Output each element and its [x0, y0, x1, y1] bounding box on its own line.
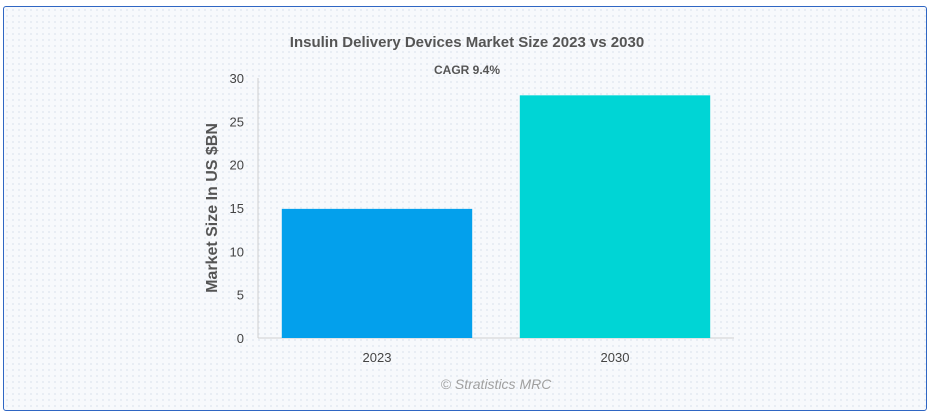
- y-tick-label: 20: [230, 158, 244, 173]
- x-axis-ticks: 2023 2030: [363, 350, 630, 365]
- y-tick-label: 15: [230, 201, 244, 216]
- bars-group: [281, 95, 711, 338]
- x-tick-label: 2023: [363, 350, 392, 365]
- chart-title: Insulin Delivery Devices Market Size 202…: [290, 34, 644, 51]
- bar-2023: [281, 208, 473, 338]
- y-tick-label: 10: [230, 244, 244, 259]
- chart-frame: [3, 6, 927, 411]
- chart-subtitle: CAGR 9.4%: [434, 63, 500, 77]
- y-tick-label: 30: [230, 71, 244, 86]
- x-tick-label: 2030: [601, 350, 630, 365]
- bar-2030: [519, 95, 711, 338]
- y-tick-label: 0: [237, 331, 244, 346]
- y-axis-ticks: 0 5 10 15 20 25 30: [230, 71, 244, 346]
- y-tick-label: 25: [230, 114, 244, 129]
- y-tick-label: 5: [237, 288, 244, 303]
- y-axis-label: Market Size In US $BN: [204, 123, 221, 293]
- credit-text: © Stratistics MRC: [441, 376, 553, 392]
